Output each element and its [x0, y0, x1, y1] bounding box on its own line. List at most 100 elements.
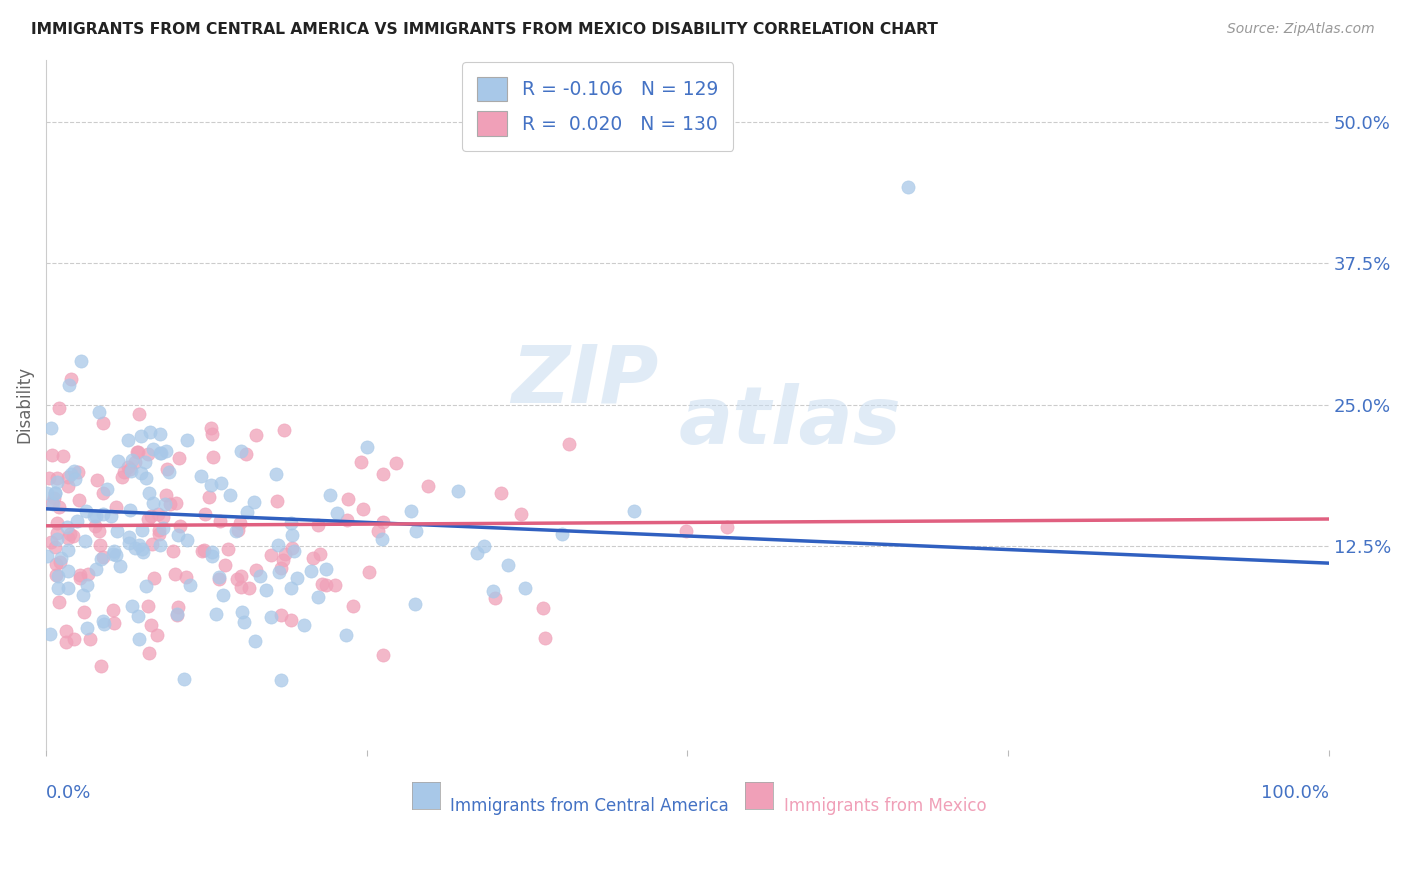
- Point: [60, 372, 83, 386]
- Point: [155, 497, 177, 511]
- Point: [52, 449, 75, 463]
- Point: [336, 491, 359, 506]
- Point: [91, 549, 114, 564]
- Point: [201, 427, 224, 442]
- Point: [200, 421, 222, 435]
- Point: [194, 507, 217, 521]
- Point: [510, 507, 533, 521]
- Point: [152, 510, 174, 524]
- Point: [179, 578, 201, 592]
- Point: [44, 486, 66, 500]
- Point: [49, 551, 72, 566]
- Point: [139, 618, 162, 632]
- Point: [84, 519, 107, 533]
- Point: [118, 530, 141, 544]
- Point: [139, 509, 162, 524]
- Text: ZIP: ZIP: [512, 342, 658, 419]
- Point: [209, 475, 232, 490]
- Point: [91, 507, 114, 521]
- Text: atlas: atlas: [679, 383, 901, 461]
- Point: [93, 486, 115, 500]
- Point: [260, 610, 283, 624]
- Point: [285, 571, 308, 585]
- Point: [169, 450, 191, 465]
- Point: [48, 401, 70, 416]
- Point: [205, 607, 228, 621]
- Point: [117, 460, 139, 475]
- Point: [342, 599, 364, 613]
- Point: [273, 423, 295, 437]
- Point: [283, 544, 305, 558]
- Point: [76, 504, 98, 518]
- Point: [149, 446, 172, 460]
- Point: [167, 600, 190, 615]
- Point: [41, 496, 63, 510]
- Point: [307, 590, 329, 604]
- Point: [41, 497, 63, 511]
- Point: [76, 621, 98, 635]
- Point: [44, 486, 66, 500]
- Point: [481, 584, 503, 599]
- Point: [335, 628, 357, 642]
- Point: [103, 603, 125, 617]
- Text: Source: ZipAtlas.com: Source: ZipAtlas.com: [1227, 22, 1375, 37]
- Text: 0.0%: 0.0%: [46, 784, 91, 803]
- Point: [323, 578, 346, 592]
- Point: [46, 582, 69, 596]
- Point: [243, 634, 266, 648]
- Point: [46, 471, 69, 485]
- Point: [496, 558, 519, 573]
- Point: [142, 442, 165, 456]
- Point: [58, 479, 80, 493]
- Point: [121, 599, 143, 614]
- Point: [56, 520, 79, 534]
- Point: [302, 551, 325, 566]
- Point: [269, 565, 291, 579]
- Point: [208, 515, 231, 529]
- Point: [716, 520, 738, 534]
- Point: [55, 624, 77, 639]
- Point: [63, 464, 86, 478]
- Point: [128, 632, 150, 646]
- Point: [83, 509, 105, 524]
- Point: [131, 542, 153, 557]
- Point: [67, 465, 90, 479]
- Point: [120, 464, 142, 478]
- Point: [91, 614, 114, 628]
- Point: [229, 516, 252, 531]
- Point: [267, 538, 290, 552]
- Point: [135, 470, 157, 484]
- Point: [325, 506, 347, 520]
- Text: IMMIGRANTS FROM CENTRAL AMERICA VS IMMIGRANTS FROM MEXICO DISABILITY CORRELATION: IMMIGRANTS FROM CENTRAL AMERICA VS IMMIG…: [31, 22, 938, 37]
- Point: [59, 527, 82, 541]
- Point: [100, 508, 122, 523]
- Point: [86, 473, 108, 487]
- Point: [245, 427, 267, 442]
- Point: [84, 562, 107, 576]
- Point: [266, 493, 288, 508]
- Point: [48, 500, 70, 514]
- Point: [371, 648, 394, 663]
- Point: [118, 536, 141, 550]
- Point: [235, 447, 257, 461]
- Point: [238, 581, 260, 595]
- Point: [217, 541, 239, 556]
- Point: [45, 557, 67, 571]
- Point: [58, 378, 80, 392]
- Point: [201, 545, 224, 559]
- Point: [138, 646, 160, 660]
- Point: [531, 601, 554, 615]
- Point: [149, 538, 172, 552]
- Point: [367, 524, 389, 538]
- Point: [93, 416, 115, 430]
- Point: [132, 545, 155, 559]
- Point: [152, 520, 174, 534]
- Point: [138, 512, 160, 526]
- Point: [385, 456, 408, 470]
- Point: [243, 495, 266, 509]
- Point: [472, 540, 495, 554]
- Point: [107, 454, 129, 468]
- Point: [39, 534, 62, 549]
- Point: [165, 567, 187, 582]
- Point: [37, 485, 59, 500]
